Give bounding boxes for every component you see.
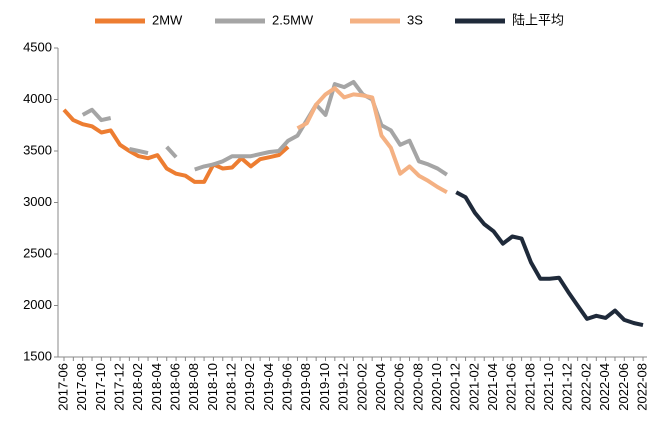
- x-tick-label: 2018-12: [224, 363, 239, 411]
- x-tick-label: 2022-04: [597, 363, 612, 411]
- y-tick-label: 4500: [23, 39, 52, 54]
- y-tick-label: 3000: [23, 194, 52, 209]
- x-tick-label: 2017-08: [74, 363, 89, 411]
- x-tick-label: 2018-10: [205, 363, 220, 411]
- x-tick-label: 2020-04: [373, 363, 388, 411]
- x-tick-label: 2018-04: [149, 363, 164, 411]
- x-tick-label: 2019-12: [336, 363, 351, 411]
- x-tick-label: 2021-08: [522, 363, 537, 411]
- y-tick-label: 2500: [23, 245, 52, 260]
- x-tick-label: 2019-08: [298, 363, 313, 411]
- x-tick-label: 2021-02: [466, 363, 481, 411]
- x-tick-label: 2022-08: [634, 363, 647, 411]
- x-tick-label: 2022-02: [578, 363, 593, 411]
- x-tick-label: 2019-02: [242, 363, 257, 411]
- y-tick-label: 2000: [23, 297, 52, 312]
- x-tick-label: 2020-06: [392, 363, 407, 411]
- series-line: [455, 190, 644, 328]
- legend-label: 3S: [407, 12, 423, 27]
- y-tick-label: 3500: [23, 142, 52, 157]
- x-tick-label: 2019-10: [317, 363, 332, 411]
- series-line: [81, 80, 449, 177]
- x-tick-label: 2017-06: [55, 363, 70, 411]
- x-tick-label: 2017-10: [93, 363, 108, 411]
- legend-label: 陆上平均: [512, 12, 564, 27]
- legend-label: 2MW: [152, 12, 183, 27]
- x-tick-label: 2020-10: [429, 363, 444, 411]
- x-tick-label: 2021-06: [504, 363, 519, 411]
- legend-label: 2.5MW: [272, 12, 314, 27]
- x-tick-label: 2021-04: [485, 363, 500, 411]
- x-tick-label: 2020-08: [410, 363, 425, 411]
- x-tick-label: 2018-08: [186, 363, 201, 411]
- x-tick-label: 2019-04: [261, 363, 276, 411]
- x-tick-label: 2021-10: [541, 363, 556, 411]
- x-tick-label: 2018-02: [130, 363, 145, 411]
- x-tick-label: 2018-06: [168, 363, 183, 411]
- y-tick-label: 4000: [23, 91, 52, 106]
- y-tick-label: 1500: [23, 348, 52, 363]
- x-tick-label: 2020-12: [448, 363, 463, 411]
- x-tick-label: 2022-06: [616, 363, 631, 411]
- x-tick-label: 2020-02: [354, 363, 369, 411]
- series-line: [296, 86, 448, 194]
- x-tick-label: 2017-12: [111, 363, 126, 411]
- series-line: [62, 108, 290, 184]
- x-tick-label: 2021-12: [560, 363, 575, 411]
- x-tick-label: 2019-06: [280, 363, 295, 411]
